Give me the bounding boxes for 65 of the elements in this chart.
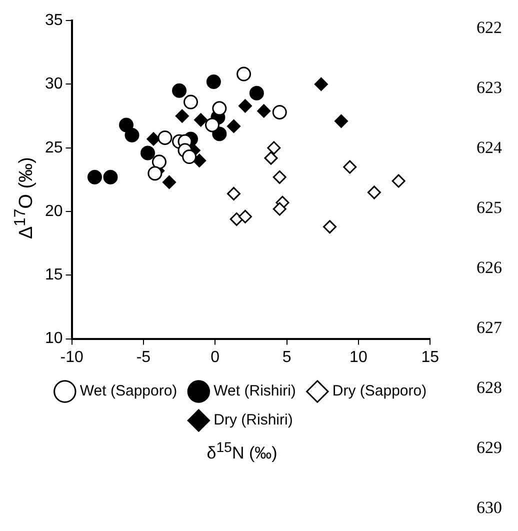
x-tick-label: -5 xyxy=(136,348,151,366)
legend-label: Dry (Sapporo) xyxy=(332,382,427,400)
text: 630 xyxy=(476,498,502,518)
point xyxy=(264,151,278,165)
point xyxy=(87,170,102,184)
point xyxy=(175,109,189,123)
point xyxy=(158,130,172,145)
point xyxy=(227,186,240,200)
point xyxy=(148,166,162,181)
point xyxy=(343,160,357,174)
y-tick-label: 10 xyxy=(45,330,63,348)
point xyxy=(192,154,206,168)
text: 629 xyxy=(476,438,502,458)
point xyxy=(146,132,160,146)
point xyxy=(249,86,264,100)
y-tick-label: 35 xyxy=(45,12,63,30)
point xyxy=(124,128,140,142)
point xyxy=(205,118,220,132)
point xyxy=(103,170,118,184)
x-tick-label: 5 xyxy=(282,348,292,366)
point xyxy=(162,175,176,189)
point xyxy=(227,119,240,133)
point xyxy=(212,101,227,116)
text: 624 xyxy=(476,138,502,158)
legend-label: Wet (Sapporo) xyxy=(80,382,178,400)
point xyxy=(267,141,281,155)
x-axis-title: δ$^{15}$N (‰) xyxy=(206,440,278,464)
text: 627 xyxy=(476,318,502,338)
point xyxy=(367,186,381,200)
y-tick-label: 30 xyxy=(45,76,63,93)
point xyxy=(392,174,406,188)
point xyxy=(238,99,252,113)
text: 626 xyxy=(476,258,502,278)
text: 623 xyxy=(476,78,502,98)
point xyxy=(257,104,271,118)
point xyxy=(194,113,208,127)
y-tick-label: 25 xyxy=(45,139,63,156)
point xyxy=(119,118,134,132)
point xyxy=(182,150,197,164)
point xyxy=(212,126,227,142)
text: 628 xyxy=(476,378,502,398)
x-tick-label: 15 xyxy=(421,348,440,366)
y-tick-label: 20 xyxy=(45,202,63,220)
point xyxy=(272,170,286,184)
legend-label: Wet (Rishiri) xyxy=(214,382,296,400)
point xyxy=(172,83,187,98)
x-tick-label: 10 xyxy=(350,348,368,366)
point xyxy=(272,202,286,216)
y-tick-label: 15 xyxy=(45,266,63,284)
point xyxy=(184,94,198,110)
legend-label: Dry (Rishiri) xyxy=(214,412,293,429)
point xyxy=(152,154,166,170)
text: 622 xyxy=(476,18,502,38)
point xyxy=(238,210,252,224)
text: 625 xyxy=(476,198,502,218)
point xyxy=(206,74,221,89)
point xyxy=(140,146,156,160)
x-tick-label: 0 xyxy=(210,348,220,366)
point xyxy=(272,104,287,120)
point xyxy=(314,77,328,91)
point xyxy=(323,220,337,234)
point xyxy=(334,114,348,128)
point xyxy=(236,66,252,82)
x-tick-label: -10 xyxy=(60,348,84,366)
point xyxy=(230,212,244,226)
